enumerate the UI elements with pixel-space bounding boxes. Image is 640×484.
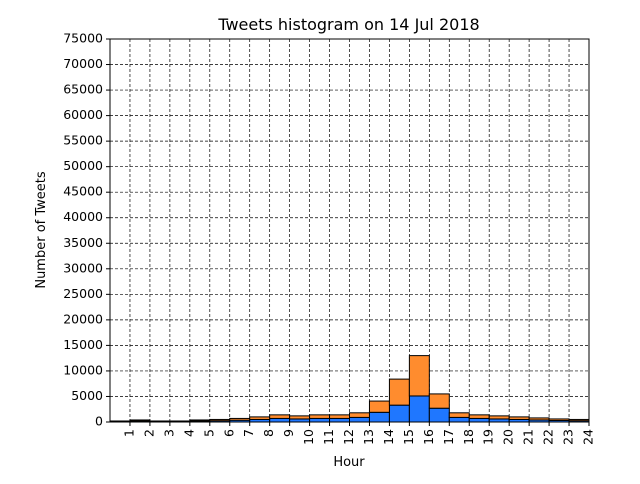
y-tick-label: 25000 — [63, 286, 103, 301]
bar — [309, 417, 331, 423]
y-tick-label: 40000 — [63, 209, 103, 224]
chart-title: Tweets histogram on 14 Jul 2018 — [217, 15, 479, 34]
y-tick-label: 70000 — [63, 56, 103, 71]
y-axis-label: Number of Tweets — [34, 171, 49, 289]
bar — [408, 395, 430, 423]
bar — [329, 414, 350, 419]
bar — [209, 418, 231, 422]
x-tick-label: 24 — [581, 429, 596, 445]
bar — [448, 416, 470, 423]
bar — [149, 420, 171, 422]
x-tick-label: 18 — [461, 429, 476, 445]
bar — [289, 415, 311, 420]
bar — [468, 417, 490, 423]
x-tick-label: 21 — [521, 429, 536, 445]
x-tick-label: 14 — [381, 429, 396, 445]
y-tick-label: 15000 — [63, 337, 103, 352]
bar — [488, 415, 510, 420]
bar — [269, 414, 291, 419]
bar — [408, 355, 430, 397]
bar — [368, 411, 390, 423]
bar — [568, 418, 590, 422]
bar — [448, 412, 470, 418]
y-tick-label: 20000 — [63, 311, 103, 326]
x-tick-label: 6 — [221, 429, 236, 437]
bar — [349, 416, 370, 423]
plot-frame — [109, 38, 590, 423]
bar — [249, 416, 271, 420]
bar — [548, 418, 570, 421]
y-tick-label: 35000 — [63, 235, 103, 250]
y-tick-label: 60000 — [63, 107, 103, 122]
x-tick-label: 5 — [201, 429, 216, 437]
bar — [528, 417, 550, 421]
bar — [329, 417, 350, 423]
x-tick-label: 3 — [161, 429, 176, 437]
bar — [508, 416, 530, 420]
bar — [269, 417, 291, 423]
y-tick-label: 65000 — [63, 82, 103, 97]
bar — [109, 420, 131, 422]
bar — [468, 414, 490, 419]
x-tick-label: 8 — [261, 429, 276, 437]
x-tick-label: 22 — [541, 429, 556, 445]
x-tick-label: 15 — [401, 429, 416, 445]
y-tick-label: 75000 — [63, 31, 103, 46]
bar — [349, 412, 370, 418]
bar — [189, 419, 211, 422]
y-tick-label: 50000 — [63, 158, 103, 173]
x-tick-label: 19 — [481, 429, 496, 445]
y-tick-label: 10000 — [63, 362, 103, 377]
x-tick-label: 9 — [281, 429, 296, 437]
x-tick-label: 10 — [301, 429, 316, 445]
x-tick-label: 7 — [241, 429, 256, 437]
x-tick-label: 23 — [561, 429, 576, 445]
bar — [169, 420, 191, 422]
x-tick-label: 1 — [121, 429, 136, 437]
bar — [129, 419, 151, 422]
bar — [428, 393, 450, 409]
y-tick-label: 0 — [95, 414, 103, 429]
y-tick-label: 45000 — [63, 184, 103, 199]
x-tick-label: 13 — [361, 429, 376, 445]
x-tick-label: 4 — [181, 429, 196, 437]
x-tick-label: 12 — [341, 429, 356, 445]
y-tick-label: 55000 — [63, 133, 103, 148]
bar — [309, 414, 331, 419]
bar — [229, 417, 251, 421]
x-tick-label: 20 — [501, 429, 516, 445]
bar — [388, 404, 410, 423]
x-tick-label: 2 — [141, 429, 156, 437]
x-tick-label: 16 — [421, 429, 436, 445]
x-tick-label: 11 — [321, 429, 336, 445]
y-tick-label: 30000 — [63, 260, 103, 275]
y-tick-label: 5000 — [71, 388, 103, 403]
x-axis-label: Hour — [333, 455, 365, 470]
bar — [388, 378, 410, 406]
bar — [368, 400, 390, 413]
bar — [428, 407, 450, 423]
x-tick-label: 17 — [441, 429, 456, 445]
